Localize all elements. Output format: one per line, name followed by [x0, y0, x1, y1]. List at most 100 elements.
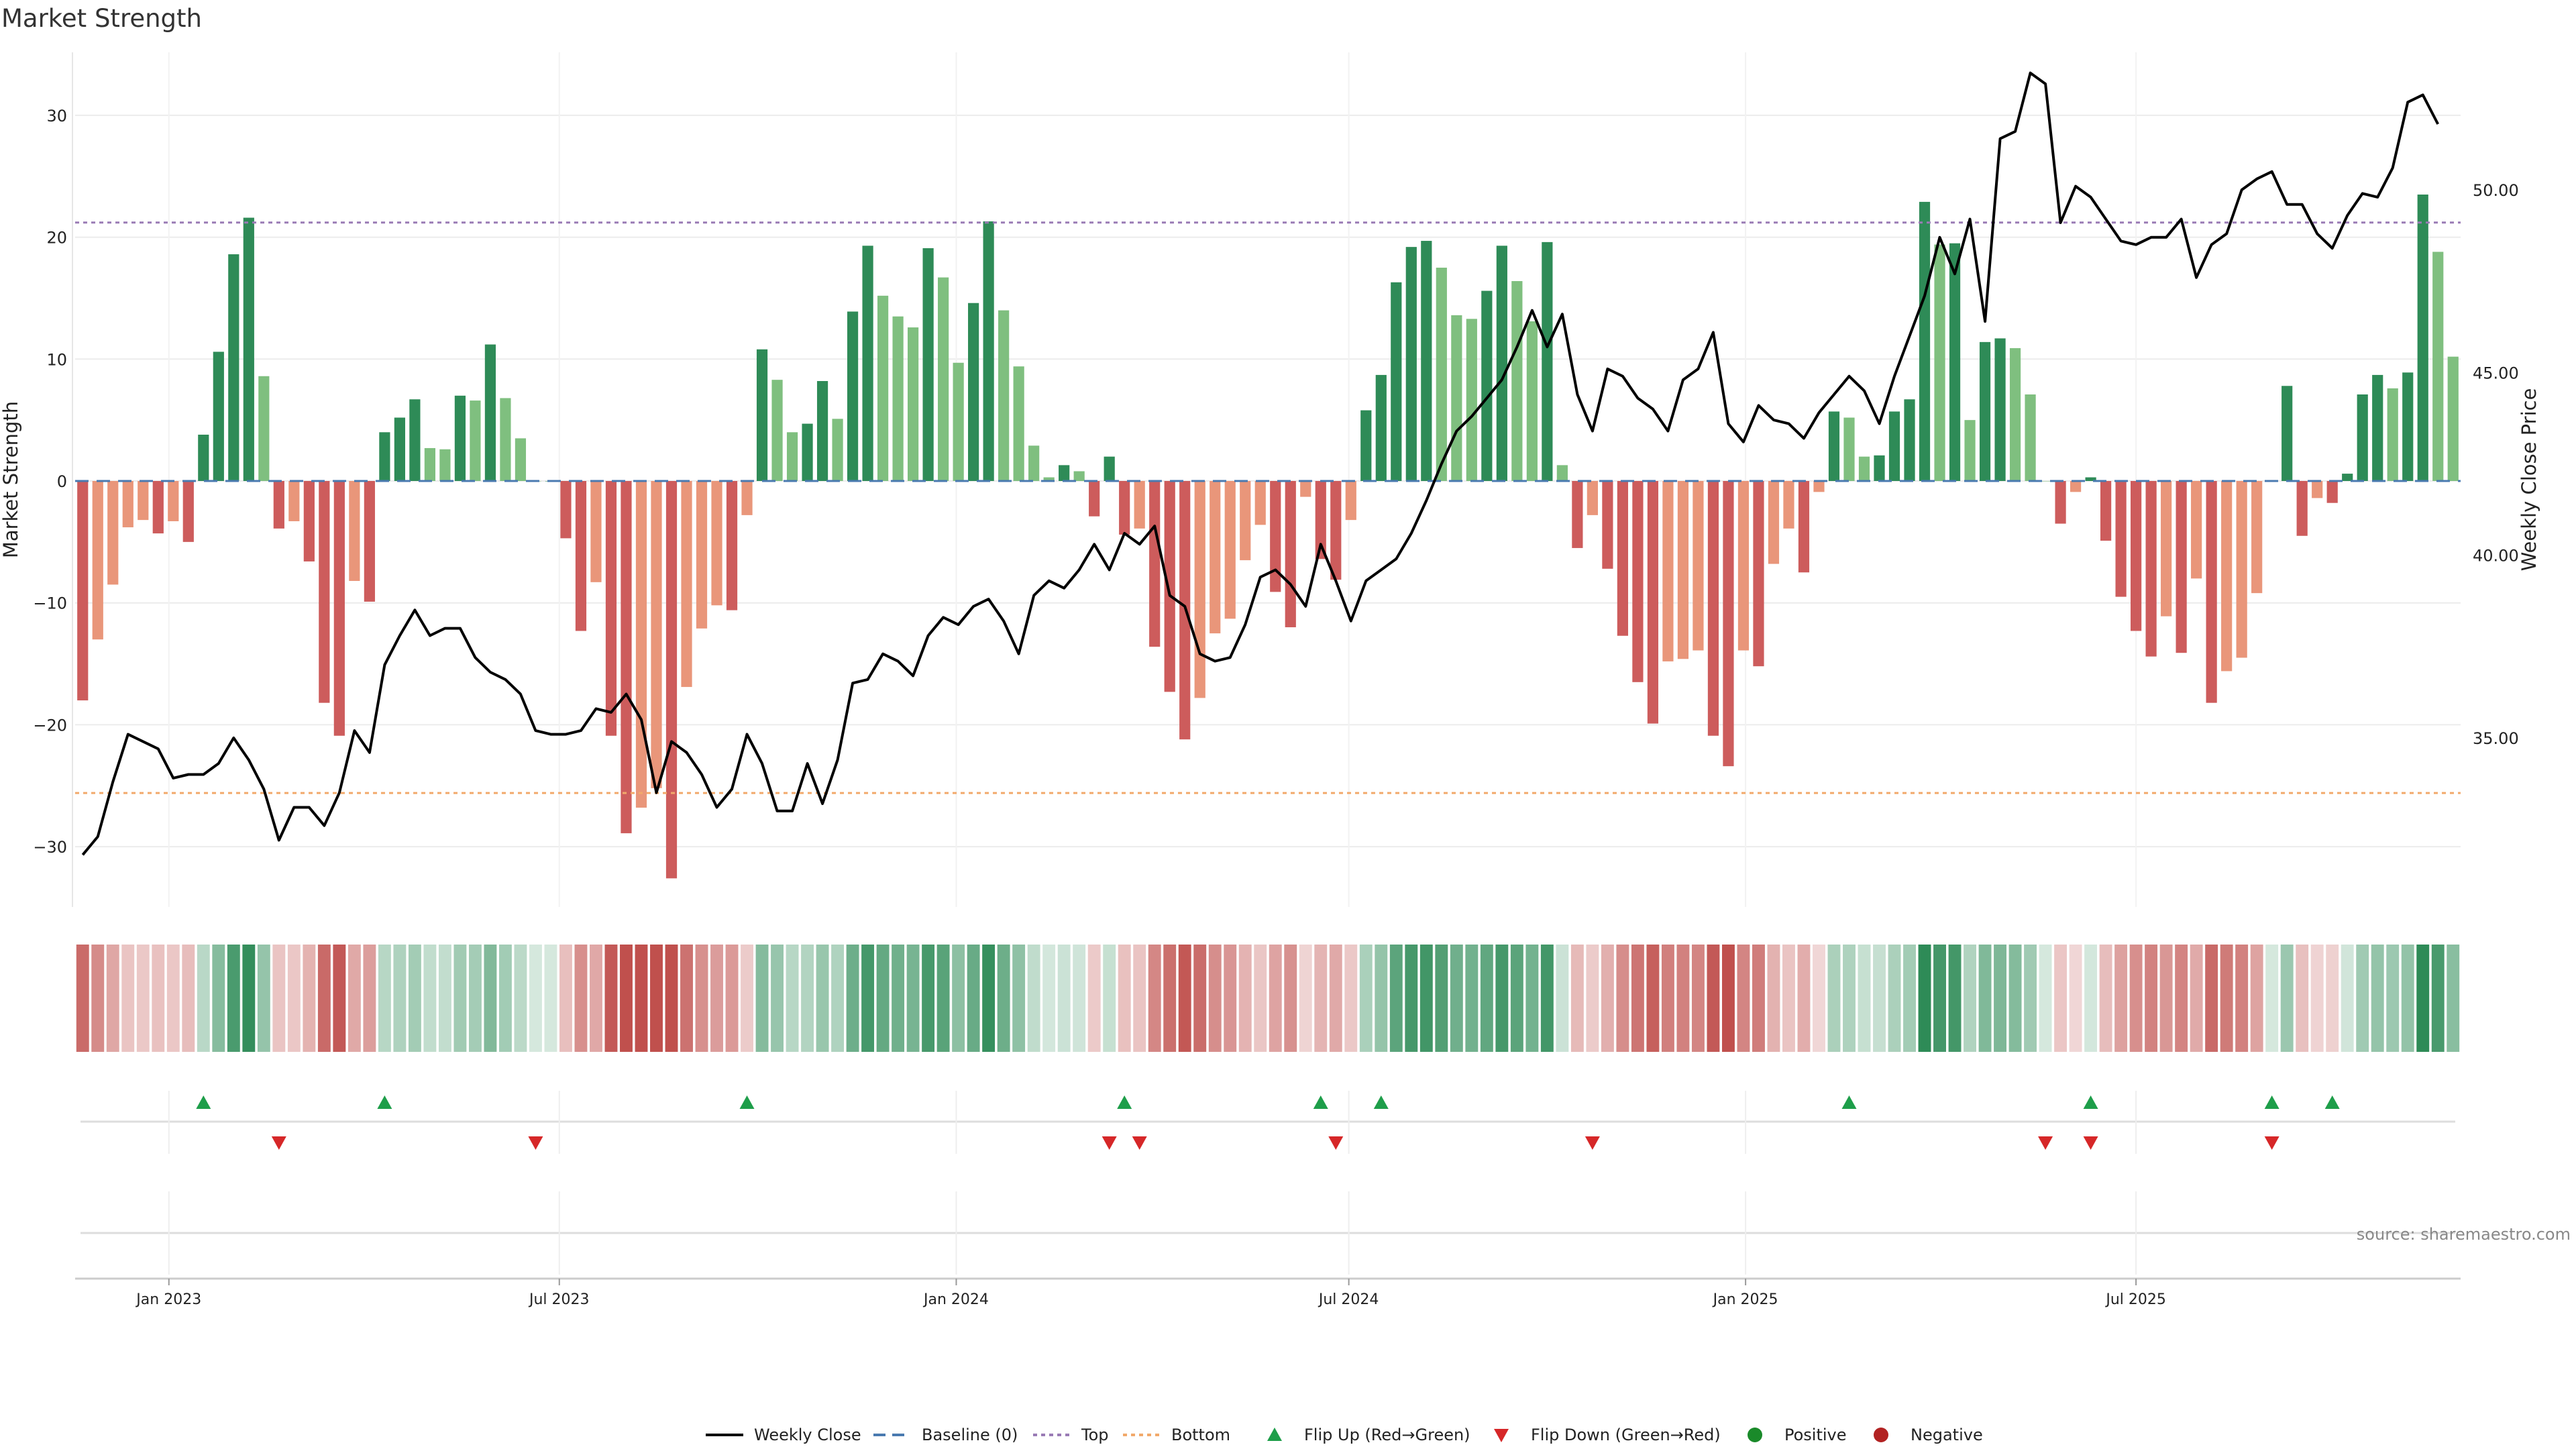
band-cell: [1918, 945, 1931, 1052]
band-cell: [1601, 945, 1614, 1052]
legend-swatch: [1874, 1428, 1888, 1442]
strength-bar: [2221, 481, 2233, 672]
band-cell: [1843, 945, 1856, 1052]
strength-bar: [1542, 241, 1553, 481]
strength-bar: [832, 419, 843, 481]
band-cell: [393, 945, 407, 1052]
legend-label: Top: [1081, 1426, 1109, 1444]
band-cell: [453, 945, 467, 1052]
flip-down-marker: [1102, 1136, 1117, 1150]
strength-bar: [1375, 374, 1387, 481]
band-cell: [846, 945, 859, 1052]
band-cell: [1133, 945, 1146, 1052]
strength-bar: [470, 400, 481, 481]
legend-label: Bottom: [1171, 1426, 1230, 1444]
y-tick-label: −20: [33, 716, 67, 735]
band-cell: [2416, 945, 2430, 1052]
strength-bar: [1798, 481, 1810, 573]
strength-bar: [2251, 481, 2263, 594]
strength-bar: [1707, 481, 1719, 736]
flip-up-marker: [2083, 1095, 2098, 1109]
strength-bar: [1662, 481, 1674, 661]
band-cell: [514, 945, 527, 1052]
strength-bar: [439, 449, 451, 481]
band-cell: [2054, 945, 2068, 1052]
strength-bar: [560, 481, 572, 539]
strength-bar: [1028, 445, 1040, 481]
strength-bar: [2145, 481, 2157, 657]
band-cell: [1782, 945, 1795, 1052]
strength-bar: [726, 481, 738, 610]
band-cell: [665, 945, 678, 1052]
strength-bar: [1994, 338, 2006, 481]
band-cell: [408, 945, 421, 1052]
strength-bar: [1360, 410, 1372, 481]
strength-bar: [1496, 246, 1507, 481]
strength-bar: [2447, 356, 2459, 481]
band-cell: [2386, 945, 2400, 1052]
strength-bar: [1073, 471, 1085, 481]
band-cell: [650, 945, 663, 1052]
strength-bar: [1481, 290, 1493, 481]
strength-bar: [635, 481, 647, 808]
band-cell: [816, 945, 829, 1052]
strength-bar: [2372, 374, 2383, 481]
strength-bar: [2070, 481, 2082, 492]
strength-bar: [198, 434, 209, 481]
strength-bar: [892, 316, 904, 481]
strength-bar: [1104, 456, 1115, 481]
strength-bar: [1813, 481, 1825, 492]
band-cell: [876, 945, 890, 1052]
legend-label: Baseline (0): [922, 1426, 1018, 1444]
flip-up-marker: [377, 1095, 392, 1109]
band-cell: [1057, 945, 1071, 1052]
strength-bar: [2176, 481, 2187, 653]
band-cell: [861, 945, 875, 1052]
band-cell: [2265, 945, 2279, 1052]
strength-bar: [515, 438, 527, 481]
band-cell: [635, 945, 648, 1052]
band-cell: [1586, 945, 1599, 1052]
strength-bar: [862, 246, 873, 481]
band-cell: [423, 945, 437, 1052]
strength-bar: [2326, 481, 2338, 503]
band-cell: [2039, 945, 2052, 1052]
flip-up-marker: [1117, 1095, 1132, 1109]
strength-bar: [1768, 481, 1780, 564]
y-tick-label: 20: [46, 229, 67, 248]
strength-bar: [2009, 347, 2021, 481]
strength-bar: [998, 310, 1010, 481]
x-axis: Jan 2023 Jul 2023 Jan 2024 Jul 2024 Jan 2025…: [75, 1277, 2461, 1308]
band-cell: [1269, 945, 1282, 1052]
strength-bar: [983, 221, 994, 481]
band-cell: [1389, 945, 1403, 1052]
strength-bar: [2115, 481, 2127, 597]
strength-bar: [922, 248, 934, 481]
band-cell: [106, 945, 119, 1052]
band-cell: [1073, 945, 1086, 1052]
strength-bar: [454, 395, 466, 481]
y-tick-label: 0: [57, 472, 67, 491]
strength-bar: [213, 352, 224, 481]
strength-bar: [2282, 386, 2293, 481]
legend: Weekly Close Baseline (0) Top Bottom Flip Up…: [706, 1426, 1983, 1444]
strength-bar: [953, 362, 964, 481]
legend-label: Flip Down (Green→Red): [1531, 1426, 1721, 1444]
strength-bar: [771, 380, 783, 481]
strength-bar: [1556, 465, 1568, 481]
strength-bar: [1345, 481, 1356, 521]
band-cell: [1570, 945, 1584, 1052]
strength-bar: [500, 398, 511, 481]
band-cell: [2145, 945, 2158, 1052]
band-cell: [197, 945, 210, 1052]
strength-bar: [258, 376, 270, 481]
flip-up-marker: [196, 1095, 211, 1109]
band-cell: [967, 945, 980, 1052]
strength-bar: [394, 417, 405, 481]
flip-down-marker: [1585, 1136, 1600, 1150]
band-cell: [1193, 945, 1207, 1052]
legend-label: Negative: [1911, 1426, 1983, 1444]
band-cell: [498, 945, 512, 1052]
band-cell: [680, 945, 693, 1052]
strength-bar: [1888, 411, 1900, 481]
